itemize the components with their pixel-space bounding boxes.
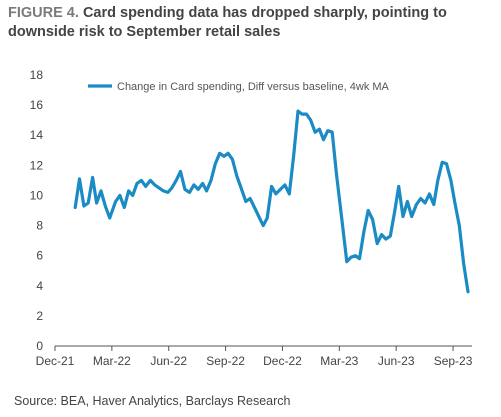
x-tick-label: Mar-23 [320,354,358,368]
chart-title: FIGURE 4. Card spending data has dropped… [8,4,494,42]
figure-label: FIGURE 4. [8,5,79,21]
source-note: Source: BEA, Haver Analytics, Barclays R… [14,394,291,408]
x-tick-label: Dec-21 [36,354,75,368]
x-tick-label: Sep-22 [206,354,245,368]
y-tick-label: 16 [30,98,44,112]
y-tick-label: 2 [36,309,43,323]
x-tick-label: Mar-22 [93,354,131,368]
y-tick-label: 18 [30,68,44,82]
series-line [73,109,470,294]
line-chart: 0 2 4 6 8 10 12 14 16 18 Dec-21 Mar-22 Jun-22 Sep-22 D… [30,68,473,368]
x-tick-label: Sep-23 [434,354,473,368]
x-tick-label: Dec-22 [263,354,302,368]
y-tick-label: 6 [36,249,43,263]
x-tick-label: Jun-23 [378,354,415,368]
y-tick-label: 0 [36,339,43,353]
legend-label: Change in Card spending, Diff versus bas… [117,81,390,93]
y-tick-label: 10 [30,188,44,202]
y-tick-label: 8 [36,219,43,233]
y-tick-label: 12 [30,158,44,172]
y-tick-label: 4 [36,279,43,293]
y-tick-label: 14 [30,128,44,142]
figure-title: Card spending data has dropped sharply, … [8,5,447,40]
x-tick-label: Jun-22 [150,354,187,368]
